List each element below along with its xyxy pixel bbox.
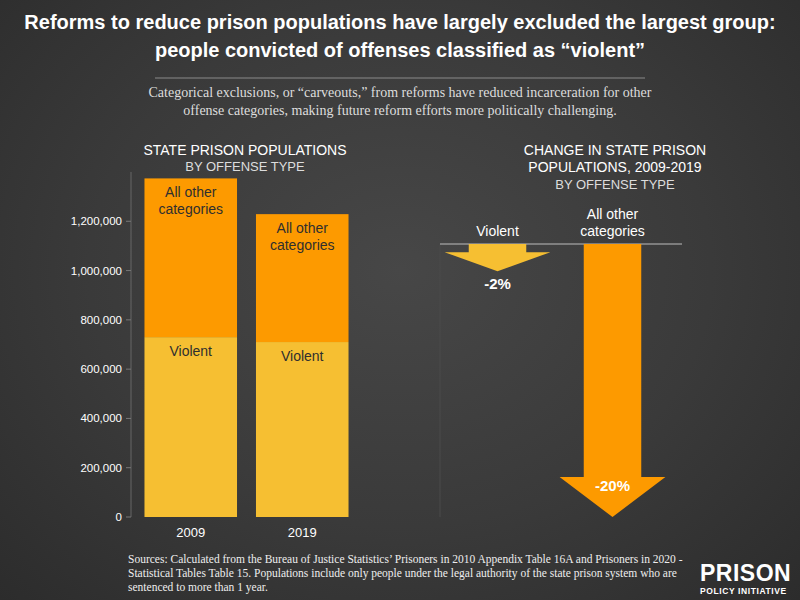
data-label: -2% xyxy=(484,275,511,292)
subtitle: Categorical exclusions, or “carveouts,” … xyxy=(130,84,670,120)
source-note: Sources: Calculated from the Bureau of J… xyxy=(128,552,688,594)
category-label: Violent xyxy=(443,223,553,240)
y-tick-label: 0 xyxy=(116,511,122,523)
y-tick xyxy=(126,369,131,370)
bars xyxy=(144,178,348,517)
data-label: -20% xyxy=(595,477,630,494)
y-tick xyxy=(126,418,131,419)
bar-segment xyxy=(144,337,237,517)
category-label: All other categories xyxy=(558,206,668,240)
y-tick-label: 400,000 xyxy=(80,412,122,424)
divider xyxy=(155,78,645,79)
y-tick-label: 1,200,000 xyxy=(71,215,122,227)
y-tick xyxy=(126,319,131,320)
bar-segment xyxy=(144,178,237,337)
segment-label: Violent xyxy=(147,343,234,360)
bar-segment xyxy=(256,342,349,517)
chart-title: CHANGE IN STATE PRISON POPULATIONS, 2009… xyxy=(510,142,720,176)
y-tick-label: 800,000 xyxy=(80,314,122,326)
segment-label: All other categories xyxy=(147,184,234,218)
y-tick xyxy=(126,517,131,518)
bar-segment xyxy=(256,214,349,342)
segment-label: Violent xyxy=(259,348,346,365)
y-tick xyxy=(126,270,131,271)
chart-title: STATE PRISON POPULATIONS xyxy=(130,142,360,159)
y-axis xyxy=(131,172,132,517)
y-tick-label: 200,000 xyxy=(80,462,122,474)
page: 0 200,000 400,000 600,000 800,000 1,000,000 1,… xyxy=(0,0,800,600)
x-tick-label: 2019 xyxy=(288,525,317,540)
y-axis xyxy=(440,244,441,517)
segment-label: All other categories xyxy=(259,220,346,254)
title: Reforms to reduce prison populations hav… xyxy=(5,8,795,64)
change-arrow xyxy=(560,244,666,517)
y-tick xyxy=(126,221,131,222)
y-tick-label: 600,000 xyxy=(80,363,122,375)
chart-subtitle: BY OFFENSE TYPE xyxy=(130,159,360,175)
logo: POLICY INITIATIVE xyxy=(700,586,800,596)
change-arrow xyxy=(445,244,551,271)
y-tick xyxy=(126,467,131,468)
y-tick-label: 1,000,000 xyxy=(71,265,122,277)
x-tick-label: 2009 xyxy=(176,525,205,540)
chart-subtitle: BY OFFENSE TYPE xyxy=(510,177,720,193)
logo: PRISON xyxy=(700,560,795,586)
arrows xyxy=(445,244,666,517)
